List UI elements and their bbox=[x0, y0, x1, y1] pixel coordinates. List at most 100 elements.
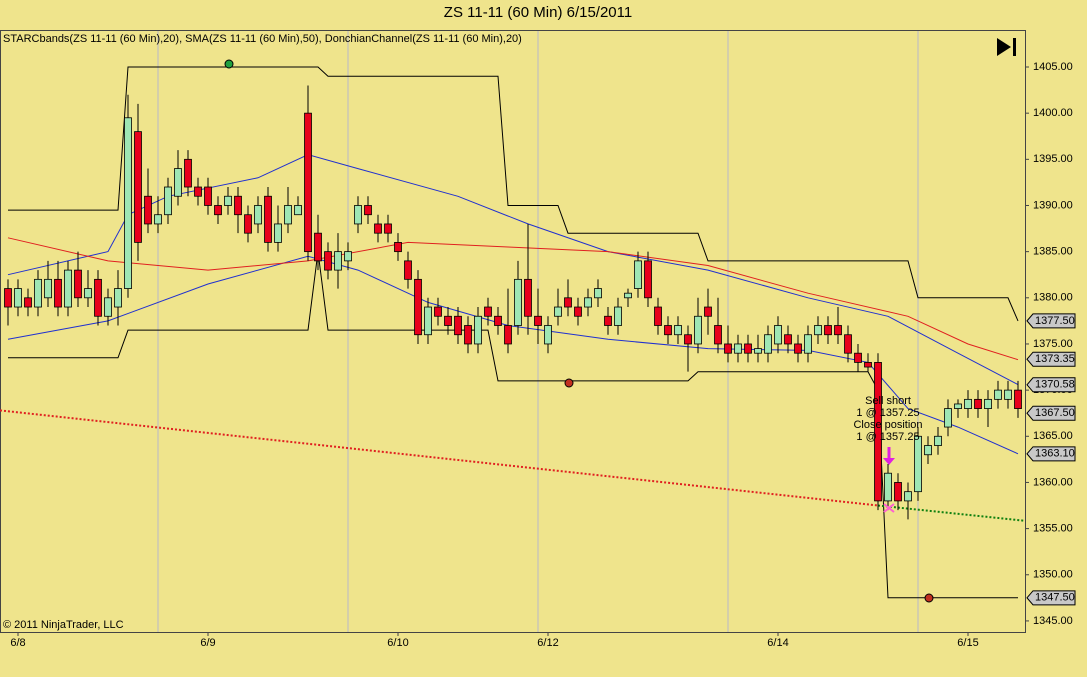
y-axis: 1345.00 1350.00 1355.00 1360.00 1365.00 1370.… bbox=[10, 61, 1076, 649]
candle-body bbox=[904, 491, 912, 502]
y-tick-label: 1390.00 bbox=[1033, 199, 1073, 211]
play-icon[interactable] bbox=[997, 38, 1016, 56]
candle-body bbox=[4, 288, 12, 308]
candle-body bbox=[884, 472, 892, 502]
annotation: 1 @ 1357.25 bbox=[856, 407, 919, 419]
candle-body bbox=[184, 158, 192, 188]
x-tick-label: 6/15 bbox=[957, 637, 978, 649]
candle-body bbox=[624, 292, 632, 299]
annotation: Sell short bbox=[865, 395, 911, 407]
play-bar[interactable] bbox=[1013, 38, 1016, 56]
annotation: 1 @ 1357.25 bbox=[856, 431, 919, 443]
candle-body bbox=[974, 398, 982, 409]
indicator-line bbox=[8, 66, 1019, 322]
candle-body bbox=[404, 260, 412, 280]
candle-body bbox=[724, 343, 732, 354]
candle-body bbox=[254, 205, 262, 225]
candle-body bbox=[294, 205, 302, 216]
candle-body bbox=[844, 334, 852, 354]
price-marker-label: 1347.50 bbox=[1035, 592, 1075, 604]
donchian-dot bbox=[924, 593, 934, 603]
candle-body bbox=[414, 278, 422, 336]
candle-body bbox=[364, 205, 372, 216]
candle-body bbox=[834, 325, 842, 336]
play-triangle[interactable] bbox=[997, 38, 1011, 56]
y-tick-label: 1395.00 bbox=[1033, 153, 1073, 165]
candle-body bbox=[704, 306, 712, 317]
candle-body bbox=[434, 306, 442, 317]
candle-body bbox=[174, 168, 182, 197]
candle-body bbox=[244, 214, 252, 234]
candle-body bbox=[134, 131, 142, 243]
candle-body bbox=[594, 288, 602, 299]
candle-body bbox=[744, 343, 752, 354]
candle-body bbox=[204, 186, 212, 206]
price-marker-label: 1373.35 bbox=[1035, 353, 1075, 365]
candle-body bbox=[674, 325, 682, 336]
y-tick-label: 1385.00 bbox=[1033, 246, 1073, 258]
price-marker bbox=[1026, 313, 1076, 329]
donchian-dot bbox=[564, 378, 574, 388]
candle-body bbox=[114, 288, 122, 308]
x-tick-label: 6/9 bbox=[200, 637, 215, 649]
candle-body bbox=[684, 334, 692, 345]
indicator-label: STARCbands(ZS 11-11 (60 Min),20), SMA(ZS… bbox=[3, 33, 522, 45]
candle-body bbox=[74, 269, 82, 299]
candle-body bbox=[284, 205, 292, 225]
candle-body bbox=[994, 389, 1002, 400]
candle-body bbox=[924, 445, 932, 456]
candle-body bbox=[64, 269, 72, 308]
candle-body bbox=[874, 362, 882, 502]
y-tick-label: 1355.00 bbox=[1033, 523, 1073, 535]
candle-body bbox=[534, 315, 542, 326]
y-tick-label: 1360.00 bbox=[1033, 476, 1073, 488]
candle-body bbox=[34, 278, 42, 308]
candle-body bbox=[634, 260, 642, 289]
candle-body bbox=[104, 297, 112, 317]
candle-body bbox=[164, 186, 172, 216]
annotation: Close position bbox=[853, 419, 922, 431]
candle-body bbox=[524, 278, 532, 317]
candle-body bbox=[604, 315, 612, 326]
candle-body bbox=[154, 214, 162, 225]
candle-body bbox=[774, 325, 782, 345]
chart-title: ZS 11-11 (60 Min) 6/15/2011 bbox=[444, 4, 632, 21]
candle-body bbox=[644, 260, 652, 299]
candle-body bbox=[274, 223, 282, 243]
candle-body bbox=[1014, 389, 1022, 409]
candle-body bbox=[344, 251, 352, 262]
candle-body bbox=[574, 306, 582, 317]
candle-body bbox=[224, 195, 232, 206]
candle-body bbox=[384, 223, 392, 234]
candle-body bbox=[964, 398, 972, 409]
candle-body bbox=[474, 315, 482, 345]
price-marker bbox=[1026, 377, 1076, 393]
price-marker bbox=[1026, 446, 1076, 462]
candle-body bbox=[124, 117, 132, 289]
price-marker bbox=[1026, 590, 1076, 606]
indicator-line bbox=[7, 255, 1019, 455]
candles bbox=[4, 85, 1022, 520]
candle-body bbox=[694, 315, 702, 345]
candle-body bbox=[914, 435, 922, 493]
y-tick-label: 1375.00 bbox=[1033, 338, 1073, 350]
x-tick-label: 6/10 bbox=[387, 637, 408, 649]
price-marker-label: 1367.50 bbox=[1035, 407, 1075, 419]
candle-body bbox=[894, 482, 902, 502]
candle-body bbox=[314, 232, 322, 262]
price-marker-label: 1377.50 bbox=[1035, 315, 1075, 327]
candle-body bbox=[664, 325, 672, 336]
candle-body bbox=[754, 348, 762, 354]
candle-body bbox=[954, 403, 962, 409]
candle-body bbox=[24, 297, 32, 308]
candle-body bbox=[454, 315, 462, 336]
copyright: © 2011 NinjaTrader, LLC bbox=[3, 619, 124, 631]
candle-body bbox=[544, 325, 552, 345]
candle-body bbox=[94, 278, 102, 317]
price-marker-label: 1363.10 bbox=[1035, 448, 1075, 460]
candle-body bbox=[394, 242, 402, 253]
candle-body bbox=[1004, 389, 1012, 400]
candle-body bbox=[304, 112, 312, 253]
candle-body bbox=[514, 278, 522, 326]
